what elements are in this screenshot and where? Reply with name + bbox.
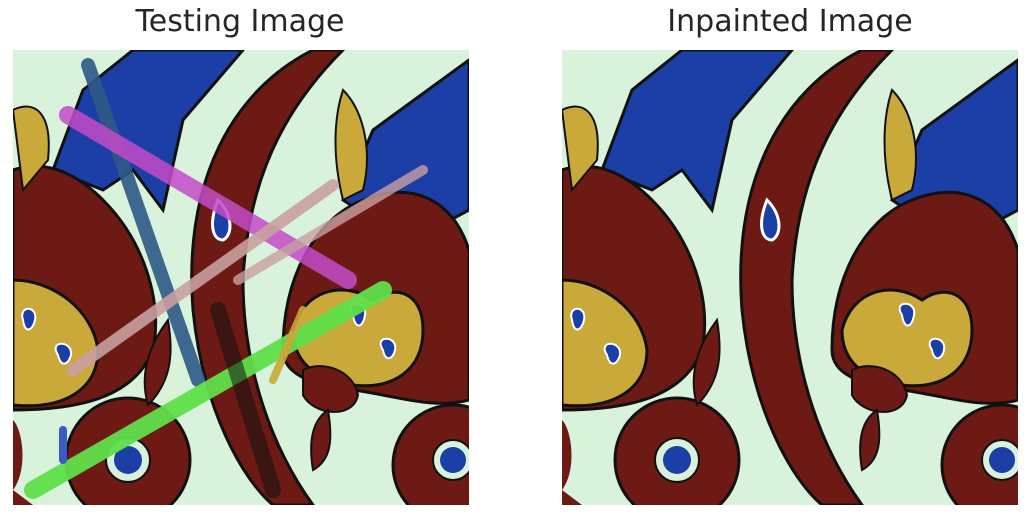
testing-image (13, 50, 469, 505)
inpainted-panel: Inpainted Image (548, 0, 1024, 514)
testing-image-title: Testing Image (135, 4, 345, 39)
testing-panel: Testing Image (0, 0, 480, 514)
inpainted-image (562, 50, 1018, 505)
inpainted-image-title: Inpainted Image (667, 4, 913, 39)
